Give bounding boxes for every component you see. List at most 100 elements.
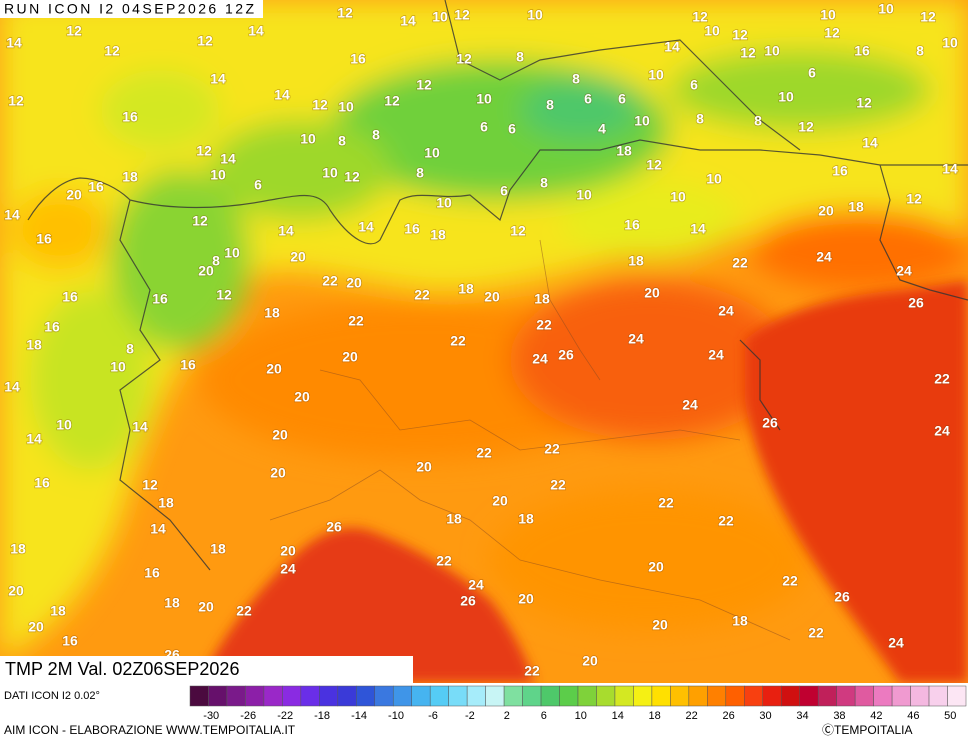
colorbar-tick-label: -10 xyxy=(388,710,404,722)
temp-label: 20 xyxy=(648,559,664,575)
colorbar-swatch xyxy=(503,685,523,707)
temp-label: 14 xyxy=(278,223,294,239)
temp-label: 18 xyxy=(264,305,280,321)
colorbar-swatch xyxy=(633,685,653,707)
temp-label: 24 xyxy=(718,303,734,319)
temp-label: 14 xyxy=(4,207,20,223)
temp-label: 10 xyxy=(648,67,664,83)
temp-label: 18 xyxy=(164,595,180,611)
colorbar-tick-label: 50 xyxy=(944,710,956,722)
temp-label: 16 xyxy=(854,43,870,59)
temp-label: 18 xyxy=(458,281,474,297)
temp-label: 8 xyxy=(754,113,762,129)
temp-label: 18 xyxy=(158,495,174,511)
temp-label: 12 xyxy=(692,9,708,25)
temp-label: 26 xyxy=(908,295,924,311)
temp-label: 14 xyxy=(150,521,166,537)
colorbar-swatch xyxy=(577,685,597,707)
temp-label: 22 xyxy=(476,445,492,461)
temp-label: 10 xyxy=(322,165,338,181)
temp-label: 18 xyxy=(616,143,632,159)
temp-label: 16 xyxy=(624,217,640,233)
temp-label: 18 xyxy=(446,511,462,527)
temp-label: 22 xyxy=(658,495,674,511)
colorbar-swatch xyxy=(522,685,542,707)
temp-label: 18 xyxy=(430,227,446,243)
temp-label: 10 xyxy=(338,99,354,115)
run-label: RUN ICON I2 04SEP2026 12Z xyxy=(4,1,254,17)
temp-label: 22 xyxy=(414,287,430,303)
colorbar-tick-label: -6 xyxy=(428,710,438,722)
colorbar-tick-label: 42 xyxy=(870,710,882,722)
temp-label: 10 xyxy=(670,189,686,205)
temp-label: 6 xyxy=(254,177,262,193)
colorbar-tick-label: -2 xyxy=(465,710,475,722)
colorbar-swatch xyxy=(817,685,837,707)
temp-label: 6 xyxy=(500,183,508,199)
colorbar-tick-label: 46 xyxy=(907,710,919,722)
temp-label: 22 xyxy=(524,663,540,679)
temp-label: 12 xyxy=(196,143,212,159)
temp-label: 12 xyxy=(66,23,82,39)
colorbar-swatch xyxy=(429,685,449,707)
temp-label: 14 xyxy=(6,35,22,51)
colorbar-swatch xyxy=(411,685,431,707)
temp-label: 24 xyxy=(682,397,698,413)
temp-label: 20 xyxy=(582,653,598,669)
temp-label: 20 xyxy=(818,203,834,219)
temp-label: 14 xyxy=(942,161,958,177)
temp-label: 14 xyxy=(690,221,706,237)
colorbar-tick-label: -14 xyxy=(351,710,367,722)
temp-label: 8 xyxy=(416,165,424,181)
temp-label: 16 xyxy=(34,475,50,491)
temp-label: 18 xyxy=(848,199,864,215)
colorbar-swatch xyxy=(762,685,782,707)
colorbar-swatch xyxy=(910,685,930,707)
colorbar-tick-label: 2 xyxy=(504,710,510,722)
temp-label: 12 xyxy=(192,213,208,229)
colorbar-swatch xyxy=(670,685,690,707)
temp-label: 26 xyxy=(762,415,778,431)
temp-label: 12 xyxy=(8,93,24,109)
colorbar-tick-label: 34 xyxy=(796,710,808,722)
temp-label: 22 xyxy=(732,255,748,271)
temp-label: 16 xyxy=(122,109,138,125)
temp-label: 20 xyxy=(28,619,44,635)
temp-label: 12 xyxy=(732,27,748,43)
temp-label: 22 xyxy=(348,313,364,329)
colorbar-tick-label: -26 xyxy=(240,710,256,722)
colorbar-swatch xyxy=(466,685,486,707)
temp-label: 10 xyxy=(210,167,226,183)
temp-label: 14 xyxy=(220,151,236,167)
temp-label: 14 xyxy=(26,431,42,447)
temp-label: 6 xyxy=(508,121,516,137)
temp-label: 14 xyxy=(400,13,416,29)
temp-label: 12 xyxy=(416,77,432,93)
temp-label: 14 xyxy=(248,23,264,39)
temp-label: 6 xyxy=(618,91,626,107)
temp-label: 12 xyxy=(384,93,400,109)
temp-label: 20 xyxy=(644,285,660,301)
temp-label: 22 xyxy=(322,273,338,289)
temp-label: 10 xyxy=(942,35,958,51)
colorbar-tick-label: 18 xyxy=(649,710,661,722)
colorbar-swatch xyxy=(614,685,634,707)
colorbar-tick-label: -18 xyxy=(314,710,330,722)
title-box xyxy=(0,656,413,683)
temp-label: 10 xyxy=(300,131,316,147)
temp-label: 18 xyxy=(518,511,534,527)
temp-label: 20 xyxy=(198,263,214,279)
temp-label: 10 xyxy=(778,89,794,105)
temp-label: 20 xyxy=(492,493,508,509)
temp-label: 12 xyxy=(856,95,872,111)
colorbar-tick-label: 22 xyxy=(686,710,698,722)
temp-label: 16 xyxy=(62,633,78,649)
colorbar-swatch xyxy=(559,685,579,707)
temp-label: 18 xyxy=(10,541,26,557)
temp-label: 20 xyxy=(294,389,310,405)
temp-label: 12 xyxy=(312,97,328,113)
temp-label: 8 xyxy=(916,43,924,59)
regional-borders xyxy=(269,239,791,641)
colorbar-swatch xyxy=(485,685,505,707)
